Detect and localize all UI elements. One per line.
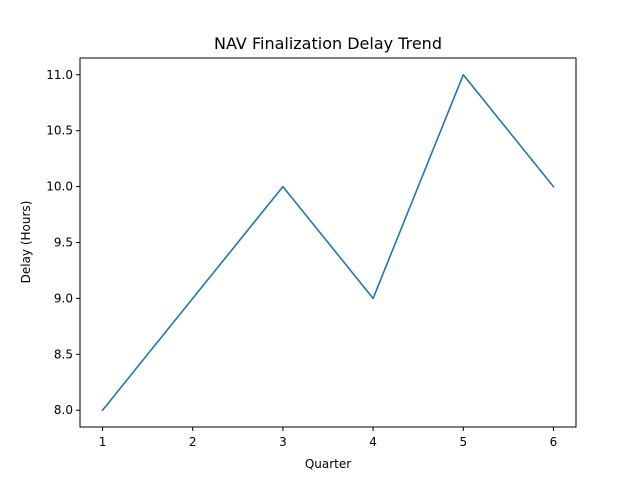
plot-frame bbox=[79, 57, 577, 428]
y-tick-label: 8.0 bbox=[54, 403, 73, 417]
y-tick-label: 10.5 bbox=[46, 124, 73, 138]
y-tick-label: 11.0 bbox=[46, 68, 73, 82]
x-tick-label: 3 bbox=[279, 435, 287, 449]
chart-title: NAV Finalization Delay Trend bbox=[214, 34, 442, 53]
x-tick-label: 6 bbox=[550, 435, 558, 449]
y-axis-ticks: 8.0 8.5 9.0 9.5 10.0 10.5 11.0 bbox=[46, 68, 80, 417]
y-tick-label: 10.0 bbox=[46, 180, 73, 194]
x-tick-label: 4 bbox=[369, 435, 377, 449]
x-tick-label: 5 bbox=[459, 435, 467, 449]
x-tick-label: 1 bbox=[99, 435, 107, 449]
x-tick-label: 2 bbox=[189, 435, 197, 449]
y-tick-label: 9.5 bbox=[54, 236, 73, 250]
x-axis-label: Quarter bbox=[305, 457, 351, 471]
y-axis-label: Delay (Hours) bbox=[19, 201, 33, 284]
y-tick-label: 8.5 bbox=[54, 347, 73, 361]
y-tick-label: 9.0 bbox=[54, 291, 73, 305]
series-line-0 bbox=[101, 73, 555, 412]
series-group bbox=[101, 73, 555, 412]
x-axis-ticks: 1 2 3 4 5 6 bbox=[99, 427, 558, 449]
